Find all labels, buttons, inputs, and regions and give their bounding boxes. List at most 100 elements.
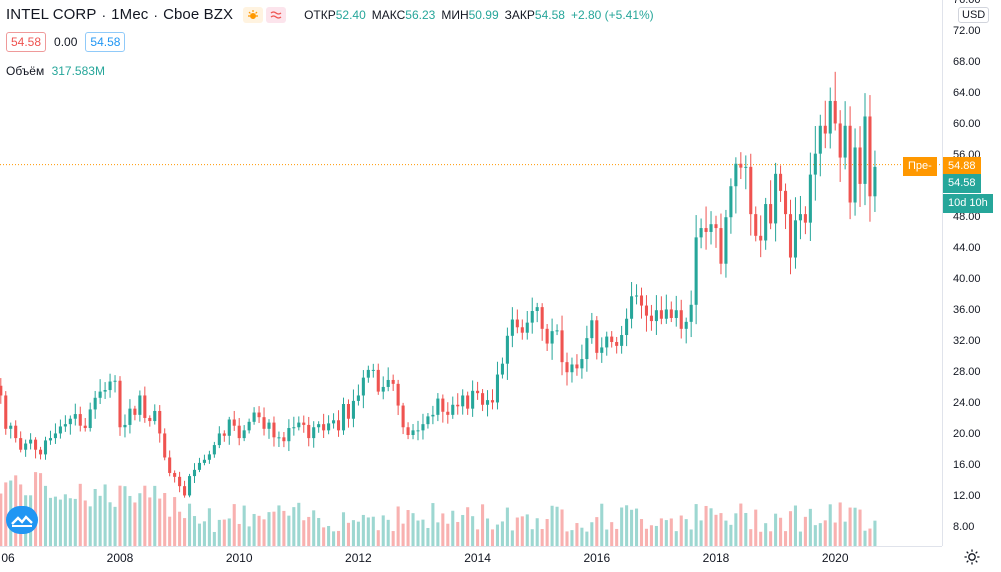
tradingview-logo[interactable] — [6, 506, 38, 534]
volume-bar — [267, 512, 271, 546]
volume-bar — [58, 499, 62, 546]
volume-bar — [202, 521, 206, 546]
candle-body — [118, 380, 122, 428]
volume-bar — [605, 529, 609, 546]
time-axis[interactable]: 06 2008 2010 2012 2014 2016 2018 2020 — [0, 546, 942, 570]
candle-body — [580, 359, 584, 369]
candle-body — [34, 439, 38, 450]
candle-body — [192, 469, 197, 477]
price-tick: 76.00 — [953, 0, 981, 6]
open-value: 52.40 — [335, 7, 366, 22]
settings-gear-icon[interactable] — [962, 547, 982, 567]
price-axis[interactable]: 8.00 12.00 16.00 20.00 24.00 28.00 32.00 36.00 4… — [942, 0, 1001, 546]
candle-body — [490, 400, 495, 403]
exchange-label: Cboe BZX — [163, 6, 234, 23]
volume-bar — [828, 504, 832, 546]
candlestick-chart[interactable] — [0, 0, 942, 546]
candle-body — [709, 224, 713, 232]
volume-bar — [719, 513, 723, 546]
interval-label[interactable]: 1Мес — [111, 6, 149, 23]
volume-bar — [545, 519, 549, 546]
candle-body — [411, 430, 415, 435]
candle-body — [0, 385, 3, 396]
candle-body — [302, 422, 306, 425]
volume-bar — [659, 518, 663, 546]
currency-badge[interactable]: USD — [958, 7, 990, 23]
sun-icon[interactable] — [243, 6, 264, 23]
candle-body — [297, 422, 301, 428]
candle-body — [158, 410, 162, 434]
volume-bar — [823, 520, 827, 546]
volume-bar — [639, 519, 644, 546]
candle-body — [282, 437, 286, 442]
candle-body — [391, 379, 395, 384]
candle-body — [63, 424, 67, 427]
volume-bar — [803, 516, 807, 546]
volume-bar — [158, 498, 162, 546]
volume-bar — [113, 506, 117, 546]
volume-bar — [252, 513, 256, 546]
candle-body — [550, 331, 554, 344]
price-tick: 68.00 — [953, 56, 981, 68]
candle-body — [386, 379, 390, 387]
candle-body — [168, 457, 172, 473]
candle-body — [24, 443, 28, 450]
volume-bar — [262, 519, 266, 546]
volume-bar — [664, 520, 668, 546]
candle-body — [649, 315, 653, 322]
volume-bar — [411, 513, 415, 546]
price-tick: 16.00 — [953, 459, 981, 471]
volume-bar — [277, 505, 281, 546]
candle-body — [257, 412, 261, 418]
volume-bar — [783, 531, 788, 546]
close-label: ЗАКР — [504, 7, 535, 22]
candle-body — [500, 363, 504, 375]
volume-bar — [257, 515, 261, 546]
volume-bar — [774, 513, 778, 546]
price-chart[interactable] — [0, 0, 942, 546]
candle-body — [322, 424, 326, 431]
candle-body — [217, 433, 221, 446]
price-tick: 32.00 — [953, 335, 981, 347]
bid-box[interactable]: 54.58 — [6, 32, 47, 52]
candle-body — [401, 405, 405, 428]
volume-bar — [520, 516, 524, 546]
volume-bar — [431, 503, 435, 546]
volume-bar — [133, 502, 137, 546]
volume-bar — [540, 529, 544, 546]
price-tick: 36.00 — [953, 304, 981, 316]
wave-icon[interactable] — [266, 6, 287, 23]
candle-body — [163, 433, 167, 458]
candle-body — [769, 204, 773, 224]
volume-bar — [739, 503, 743, 546]
volume-bar — [580, 527, 584, 546]
volume-bar — [212, 531, 216, 546]
separator-dot: · — [101, 6, 107, 23]
volume-bar — [565, 531, 569, 546]
candle-body — [29, 439, 33, 444]
volume-bar — [689, 529, 693, 546]
candle-body — [714, 224, 718, 229]
volume-bar — [530, 529, 534, 546]
candle-body — [38, 449, 43, 455]
candle-body — [312, 427, 316, 439]
symbol-name[interactable]: INTEL CORP — [6, 6, 97, 23]
candle-body — [138, 395, 142, 415]
volume-bar — [644, 528, 649, 546]
candle-body — [510, 319, 514, 336]
open-label: ОТКР — [304, 7, 336, 22]
candle-body — [644, 305, 649, 316]
candle-body — [341, 404, 346, 431]
volume-bar — [322, 527, 326, 546]
candle-body — [396, 383, 400, 406]
ask-box[interactable]: 54.58 — [85, 32, 126, 52]
candle-body — [153, 410, 157, 422]
volume-bar — [525, 514, 529, 546]
volume-value: 317.583M — [51, 64, 105, 78]
volume-bar — [788, 511, 793, 546]
candle-body — [19, 438, 23, 450]
candle-body — [679, 310, 683, 329]
candle-body — [43, 440, 48, 455]
candle-body — [73, 414, 77, 419]
volume-bar — [123, 486, 127, 546]
